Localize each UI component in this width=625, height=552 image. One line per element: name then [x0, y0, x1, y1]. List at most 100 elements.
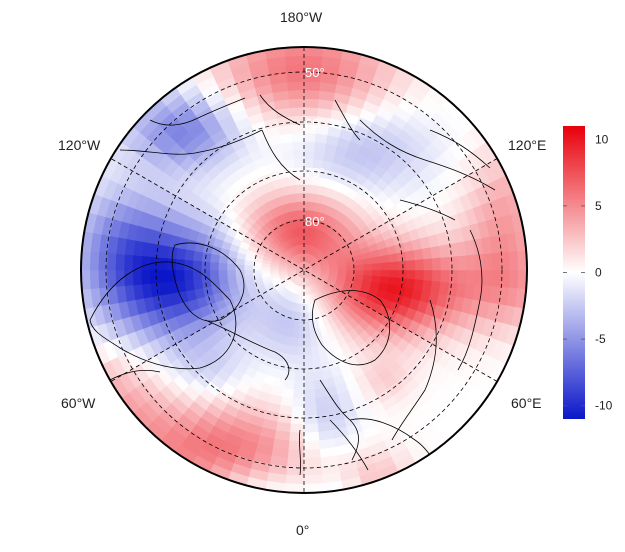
field-cell: [431, 269, 442, 283]
field-cell: [303, 397, 317, 408]
field-cell: [413, 248, 424, 261]
lat-label-70: 70°: [305, 165, 325, 180]
field-cell: [287, 440, 305, 451]
colorbar-tick-label: 5: [595, 199, 602, 213]
field-cell: [311, 354, 321, 365]
lat-label-80: 80°: [305, 214, 325, 229]
coastline-path: [149, 97, 246, 126]
field-cell: [405, 278, 416, 290]
field-cell: [296, 183, 305, 194]
field-cell: [174, 269, 185, 282]
lon-label-120e: 120°E: [508, 137, 547, 153]
field-cell: [311, 362, 323, 373]
field-cell: [217, 262, 228, 271]
field-cell: [184, 279, 195, 292]
field-cell: [295, 355, 305, 365]
field-cell: [285, 466, 305, 477]
field-cell: [423, 269, 434, 282]
colorbar-tick-label: 0: [595, 266, 602, 280]
field-cell: [465, 269, 476, 286]
field-cell: [287, 89, 305, 100]
field-cell: [132, 269, 143, 286]
field-cell: [209, 261, 219, 271]
field-cell: [440, 269, 451, 284]
field-cell: [303, 295, 308, 305]
field-cell: [260, 269, 271, 275]
lon-label-60w: 60°W: [61, 395, 96, 411]
lat-label-50: 50°: [305, 65, 325, 80]
coastline-path: [311, 290, 391, 366]
coastline-path: [399, 199, 483, 371]
field-cell: [303, 192, 312, 202]
coastline-path: [391, 299, 437, 441]
field-cell: [235, 269, 245, 277]
field-cell: [277, 269, 288, 273]
field-cell: [114, 269, 125, 287]
field-cell: [285, 63, 305, 74]
field-cell: [289, 106, 305, 117]
lon-label-120w: 120°W: [58, 137, 101, 153]
field-cell: [491, 269, 502, 288]
field-cell: [284, 371, 296, 382]
coastline-path: [109, 370, 161, 381]
field-cell: [483, 269, 494, 287]
field-cell: [157, 269, 168, 284]
field-cell: [226, 262, 236, 271]
field-cell: [290, 192, 299, 203]
field-cell: [293, 380, 305, 391]
colorbar-tick-label: 10: [595, 132, 609, 146]
field-cell: [166, 257, 177, 271]
field-cell: [474, 269, 485, 287]
field-cell: [243, 269, 254, 276]
field-cell: [123, 269, 134, 287]
field-cell: [287, 449, 305, 460]
colorbar-tick-label: -5: [595, 332, 606, 346]
field-cell: [217, 269, 228, 278]
lon-label-0: 0°: [296, 522, 310, 538]
field-cell: [296, 338, 305, 348]
field-cell: [303, 80, 321, 91]
field-cell: [157, 256, 168, 271]
field-cell: [288, 98, 305, 109]
field-cell: [286, 72, 305, 83]
field-cell: [287, 175, 297, 186]
field-cell: [284, 474, 305, 485]
coastline-path: [89, 261, 237, 370]
field-cell: [290, 406, 305, 417]
field-cell: [448, 256, 459, 271]
field-cell: [309, 337, 318, 348]
field-cell: [303, 89, 321, 100]
field-cell: [303, 55, 324, 66]
field-cell: [313, 150, 326, 161]
field-cell: [423, 258, 434, 271]
field-cell: [363, 263, 373, 271]
field-cell: [303, 431, 320, 442]
field-cell: [337, 265, 348, 271]
field-cell: [291, 132, 305, 143]
field-cell: [81, 269, 91, 290]
field-cell: [457, 269, 468, 285]
field-cell: [291, 397, 305, 408]
field-cell: [292, 140, 305, 151]
field-cell: [286, 457, 305, 468]
field-cell: [140, 269, 151, 285]
field-cell: [508, 269, 519, 290]
field-cell: [379, 254, 390, 264]
field-cell: [287, 80, 305, 91]
coastlines: [89, 94, 496, 489]
field-cell: [192, 269, 202, 281]
field-cell: [431, 257, 442, 271]
field-cell: [140, 255, 151, 271]
field-cell: [303, 380, 315, 391]
map-frame: [80, 46, 528, 494]
coastline-path: [204, 319, 290, 381]
field-cell: [380, 262, 391, 271]
field-cell: [284, 55, 305, 66]
field-cell: [184, 248, 195, 261]
field-cell: [290, 414, 305, 425]
field-cell: [89, 269, 100, 290]
field-cell: [465, 254, 476, 271]
field-cell: [303, 320, 310, 331]
field-cell: [405, 250, 416, 262]
field-cell: [508, 250, 519, 271]
